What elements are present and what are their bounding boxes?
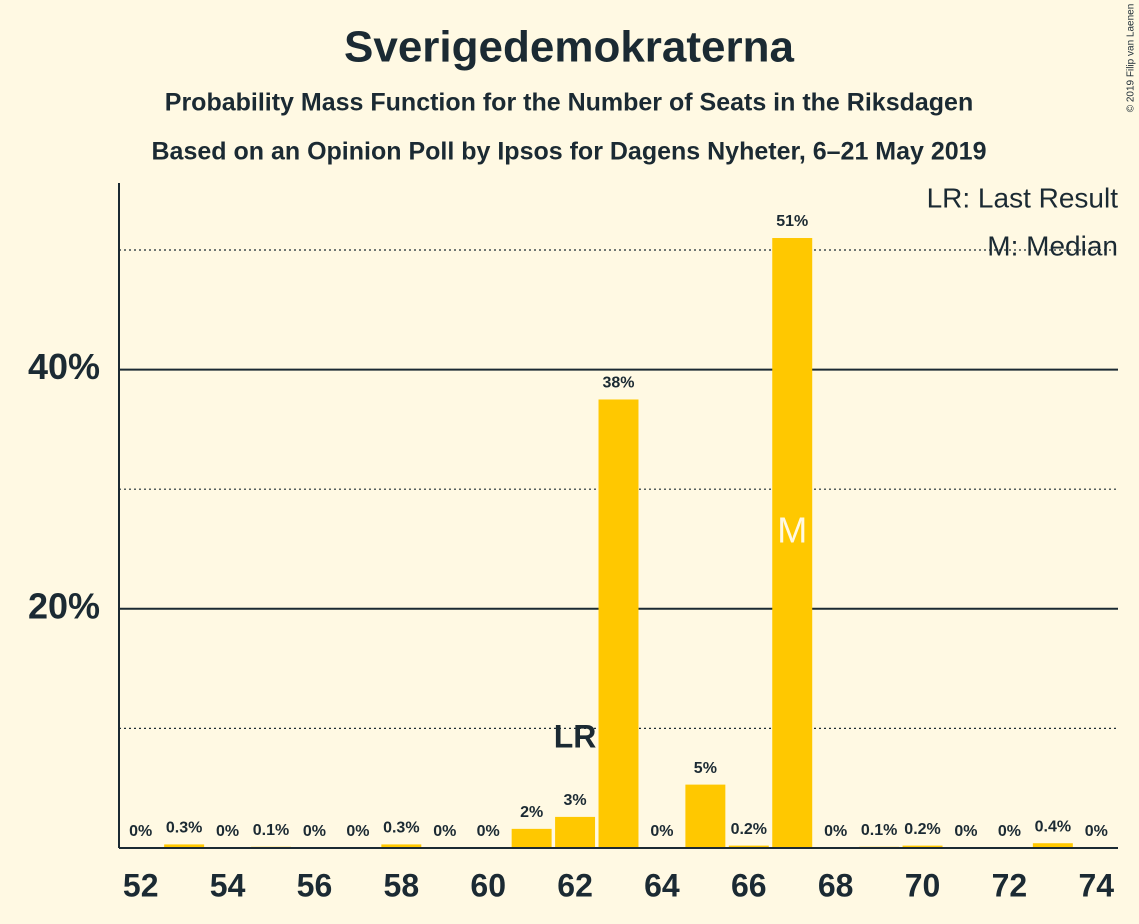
- value-label: 0.4%: [1035, 818, 1071, 835]
- value-label: 0.2%: [904, 821, 940, 838]
- x-tick-label: 66: [731, 867, 767, 903]
- y-tick-label: 40%: [28, 346, 100, 387]
- x-tick-label: 72: [992, 867, 1028, 903]
- bar: [555, 816, 596, 848]
- value-label: 0%: [824, 823, 847, 840]
- value-label: 0.2%: [731, 821, 767, 838]
- copyright: © 2019 Filip van Laenen: [1126, 4, 1137, 113]
- median-marker: M: [777, 510, 807, 551]
- bar: [772, 238, 813, 848]
- bar: [1032, 843, 1073, 848]
- legend-entry: M: Median: [987, 230, 1118, 261]
- y-tick-label: 20%: [28, 585, 100, 626]
- x-tick-label: 58: [384, 867, 420, 903]
- x-tick-label: 54: [210, 867, 246, 903]
- value-label: 0%: [303, 823, 326, 840]
- x-tick-label: 56: [297, 867, 333, 903]
- value-label: 0%: [998, 823, 1021, 840]
- value-label: 51%: [776, 213, 808, 230]
- value-label: 0.3%: [383, 820, 419, 837]
- bar: [511, 828, 552, 848]
- value-label: 3%: [564, 792, 587, 809]
- value-label: 0%: [650, 823, 673, 840]
- value-label: 0.1%: [861, 822, 897, 839]
- value-label: 0%: [477, 823, 500, 840]
- value-label: 0%: [346, 823, 369, 840]
- bar: [685, 784, 726, 848]
- x-tick-label: 68: [818, 867, 854, 903]
- x-tick-label: 70: [905, 867, 941, 903]
- chart-title: Sverigedemokraterna: [344, 23, 795, 72]
- value-label: 0.1%: [253, 822, 289, 839]
- value-label: 0%: [129, 823, 152, 840]
- chart-subtitle: Probability Mass Function for the Number…: [165, 89, 973, 117]
- bar: [164, 844, 205, 848]
- x-tick-label: 74: [1078, 867, 1114, 903]
- value-label: 0%: [954, 823, 977, 840]
- bar: [598, 399, 639, 848]
- chart-subtitle: Based on an Opinion Poll by Ipsos for Da…: [152, 138, 987, 166]
- x-tick-label: 64: [644, 867, 680, 903]
- x-tick-label: 52: [123, 867, 159, 903]
- value-label: 2%: [520, 804, 543, 821]
- x-tick-label: 62: [557, 867, 593, 903]
- x-tick-label: 60: [470, 867, 506, 903]
- bar: [728, 845, 769, 848]
- value-label: 5%: [694, 760, 717, 777]
- value-label: 0.3%: [166, 820, 202, 837]
- legend-entry: LR: Last Result: [927, 182, 1119, 213]
- value-label: 0%: [1085, 823, 1108, 840]
- value-label: 0%: [433, 823, 456, 840]
- value-label: 0%: [216, 823, 239, 840]
- value-label: 38%: [602, 375, 634, 392]
- last-result-marker: LR: [554, 718, 597, 754]
- bar: [381, 844, 422, 848]
- bar: [902, 845, 943, 848]
